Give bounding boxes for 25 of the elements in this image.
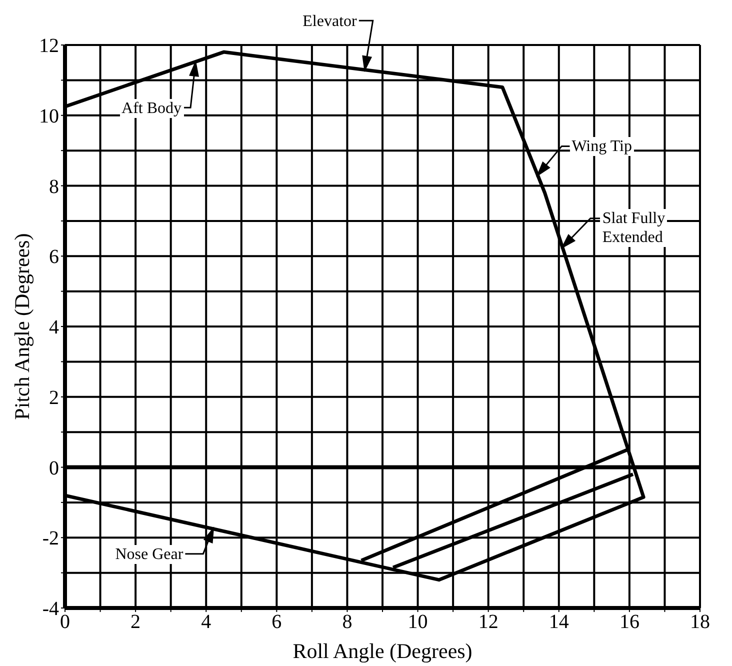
y-tick-label: -2	[42, 528, 59, 550]
x-tick-label: 6	[272, 611, 282, 634]
x-tick-label: 18	[690, 611, 710, 634]
annotation: Slat Fully Extended	[600, 209, 668, 248]
annotation: Elevator	[300, 12, 359, 31]
x-tick-label: 8	[342, 611, 352, 634]
y-tick-label: 2	[49, 386, 59, 409]
x-tick-label: 16	[619, 611, 640, 634]
y-axis-title: Pitch Angle (Degrees)	[10, 233, 34, 420]
y-tick-label: 6	[49, 246, 59, 268]
y-tick-label: 8	[49, 176, 59, 198]
annotation: Wing Tip	[570, 137, 634, 156]
x-tick-label: 12	[478, 611, 498, 634]
x-tick-label: 2	[130, 611, 141, 634]
y-tick-label: 4	[49, 316, 59, 339]
x-tick-label: 4	[201, 611, 212, 634]
y-tick-label: -4	[42, 598, 59, 620]
x-tick-label: 14	[548, 611, 569, 634]
x-axis-title: Roll Angle (Degrees)	[292, 639, 472, 663]
annotation: Nose Gear	[113, 544, 186, 564]
annotation: Aft Body	[120, 98, 184, 118]
y-tick-label: 12	[39, 35, 59, 58]
y-tick-label: 10	[39, 105, 59, 128]
x-tick-label: 10	[408, 611, 428, 634]
y-tick-label: 0	[49, 457, 59, 480]
